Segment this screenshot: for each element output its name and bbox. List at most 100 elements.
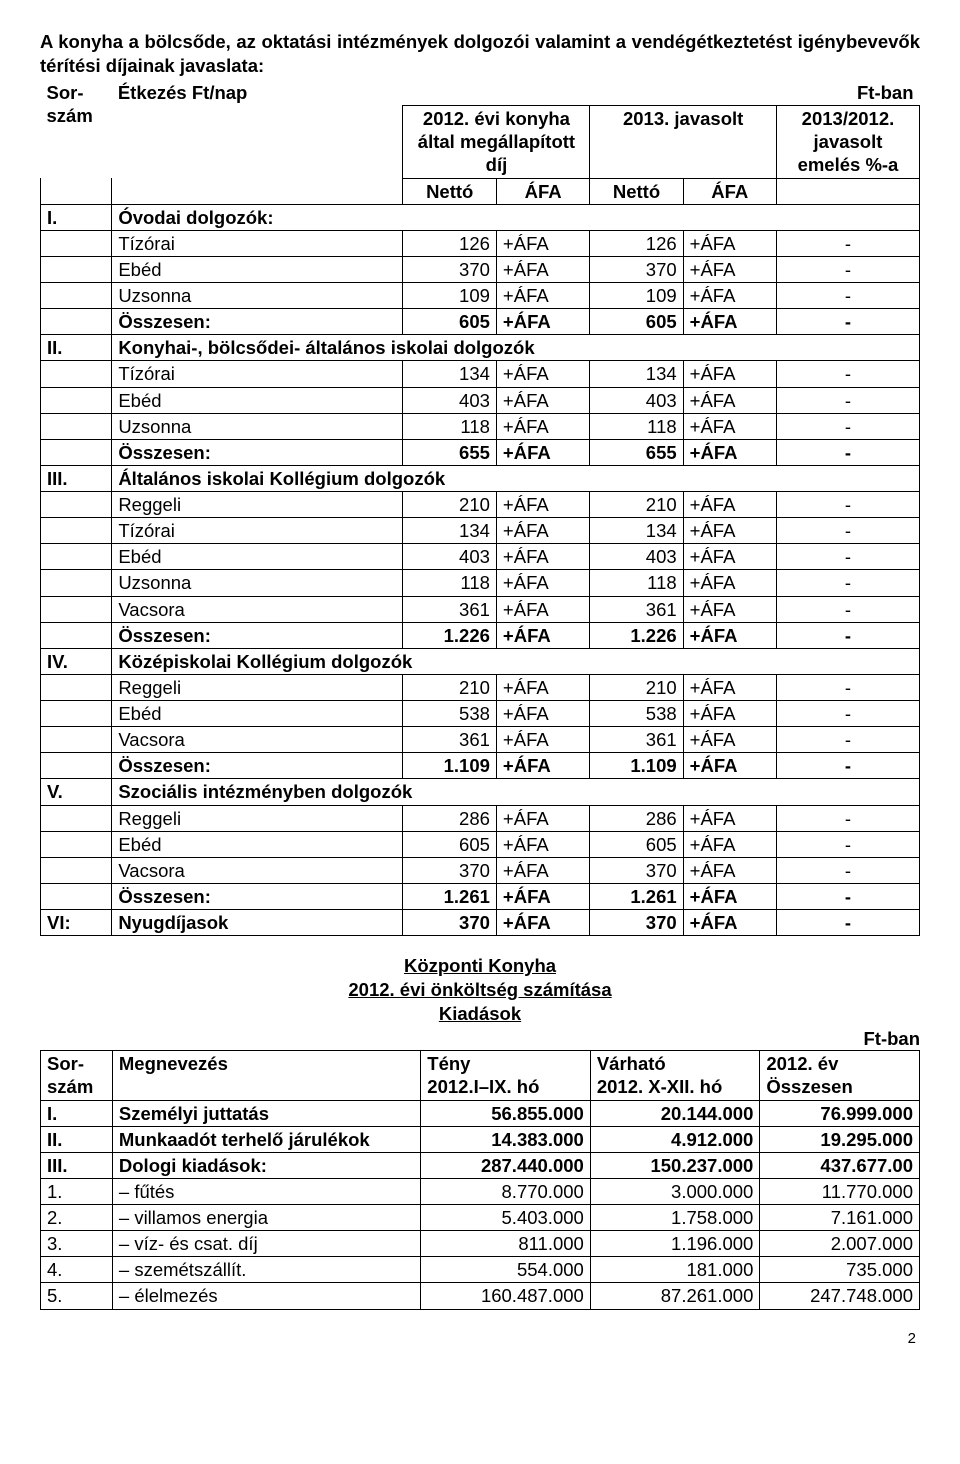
row-a2: +ÁFA <box>683 544 776 570</box>
row2-c4: 181.000 <box>590 1257 760 1283</box>
row-name: Reggeli <box>112 805 403 831</box>
row-a2: +ÁFA <box>683 387 776 413</box>
row-name: Vacsora <box>112 727 403 753</box>
hdr2-ossz: 2012. évÖsszesen <box>760 1051 920 1100</box>
row-name: Ebéd <box>112 544 403 570</box>
row-a2: +ÁFA <box>683 701 776 727</box>
hdr-2012: 2012. évi konyha által megállapított díj <box>403 106 590 178</box>
section2-title: Központi Konyha 2012. évi önköltség szám… <box>40 954 920 1026</box>
row-n2: 210 <box>590 492 683 518</box>
page-number: 2 <box>40 1330 920 1347</box>
row-n1: 126 <box>403 230 496 256</box>
row-name: Tízórai <box>112 361 403 387</box>
row-name: Uzsonna <box>112 570 403 596</box>
row-em: - <box>776 387 919 413</box>
row-name: Vacsora <box>112 596 403 622</box>
row-a2: +ÁFA <box>683 492 776 518</box>
row-n2: 538 <box>590 701 683 727</box>
row-em: - <box>776 413 919 439</box>
sum-a1: +ÁFA <box>496 309 589 335</box>
row2-c5: 2.007.000 <box>760 1231 920 1257</box>
row-a2: +ÁFA <box>683 570 776 596</box>
row2-c4: 4.912.000 <box>590 1126 760 1152</box>
sum-a1: +ÁFA <box>496 439 589 465</box>
row-a2: +ÁFA <box>683 413 776 439</box>
row2-c4: 1.758.000 <box>590 1205 760 1231</box>
group-num: III. <box>41 465 112 491</box>
sum-a2: +ÁFA <box>683 753 776 779</box>
row-em: - <box>776 701 919 727</box>
last-num: VI: <box>41 910 112 936</box>
hdr-netto-2: Nettó <box>590 178 683 204</box>
group-title: Általános iskolai Kollégium dolgozók <box>112 465 920 491</box>
row-em: - <box>776 283 919 309</box>
row2-name: – élelmezés <box>112 1283 420 1309</box>
row-n2: 134 <box>590 518 683 544</box>
sum-name: Összesen: <box>112 309 403 335</box>
sum-name: Összesen: <box>112 439 403 465</box>
last-em: - <box>776 910 919 936</box>
hdr-etkezes: Étkezés Ft/nap <box>112 80 403 178</box>
row2-c3: 5.403.000 <box>421 1205 591 1231</box>
hdr2-teny: Tény2012.I–IX. hó <box>421 1051 591 1100</box>
row-n1: 605 <box>403 831 496 857</box>
sum-em: - <box>776 753 919 779</box>
hdr2-sor: Sor-szám <box>41 1051 113 1100</box>
row-n2: 403 <box>590 387 683 413</box>
hdr-afa-2: ÁFA <box>683 178 776 204</box>
row-name: Vacsora <box>112 857 403 883</box>
sum-a2: +ÁFA <box>683 439 776 465</box>
row-n1: 361 <box>403 596 496 622</box>
sum-name: Összesen: <box>112 753 403 779</box>
sum-n1: 1.261 <box>403 883 496 909</box>
row2-name: Dologi kiadások: <box>112 1152 420 1178</box>
row-n2: 370 <box>590 256 683 282</box>
row-n2: 370 <box>590 857 683 883</box>
last-n2: 370 <box>590 910 683 936</box>
sum-a1: +ÁFA <box>496 753 589 779</box>
row-em: - <box>776 256 919 282</box>
sum-name: Összesen: <box>112 622 403 648</box>
group-num: II. <box>41 335 112 361</box>
group-num: I. <box>41 204 112 230</box>
row-a1: +ÁFA <box>496 387 589 413</box>
row2-num: I. <box>41 1100 113 1126</box>
row2-c5: 19.295.000 <box>760 1126 920 1152</box>
row-n1: 370 <box>403 857 496 883</box>
sum-em: - <box>776 309 919 335</box>
group-num: IV. <box>41 648 112 674</box>
row2-c3: 8.770.000 <box>421 1178 591 1204</box>
costs-table: Sor-számMegnevezésTény2012.I–IX. hóVárha… <box>40 1050 920 1309</box>
row2-c3: 811.000 <box>421 1231 591 1257</box>
intro-text: A konyha a bölcsőde, az oktatási intézmé… <box>40 30 920 78</box>
row2-c4: 150.237.000 <box>590 1152 760 1178</box>
row-em: - <box>776 230 919 256</box>
ftban-label: Ft-ban <box>776 80 919 106</box>
row2-num: 5. <box>41 1283 113 1309</box>
row-a2: +ÁFA <box>683 361 776 387</box>
row-a1: +ÁFA <box>496 518 589 544</box>
row-n1: 118 <box>403 570 496 596</box>
sum-a1: +ÁFA <box>496 883 589 909</box>
row-n1: 210 <box>403 674 496 700</box>
row-em: - <box>776 596 919 622</box>
section2-line1: Központi Konyha <box>404 955 556 976</box>
row2-c4: 87.261.000 <box>590 1283 760 1309</box>
row-n2: 118 <box>590 413 683 439</box>
row-em: - <box>776 674 919 700</box>
row-name: Reggeli <box>112 492 403 518</box>
row2-num: 2. <box>41 1205 113 1231</box>
hdr2-meg: Megnevezés <box>112 1051 420 1100</box>
hdr2-varh: Várható2012. X-XII. hó <box>590 1051 760 1100</box>
row-a1: +ÁFA <box>496 805 589 831</box>
sum-n1: 605 <box>403 309 496 335</box>
sum-n2: 1.109 <box>590 753 683 779</box>
row2-c3: 14.383.000 <box>421 1126 591 1152</box>
row2-c5: 735.000 <box>760 1257 920 1283</box>
row-a1: +ÁFA <box>496 857 589 883</box>
section2-line3: Kiadások <box>439 1003 521 1024</box>
last-a2: +ÁFA <box>683 910 776 936</box>
row-n1: 109 <box>403 283 496 309</box>
row2-name: – víz- és csat. díj <box>112 1231 420 1257</box>
row2-c3: 160.487.000 <box>421 1283 591 1309</box>
